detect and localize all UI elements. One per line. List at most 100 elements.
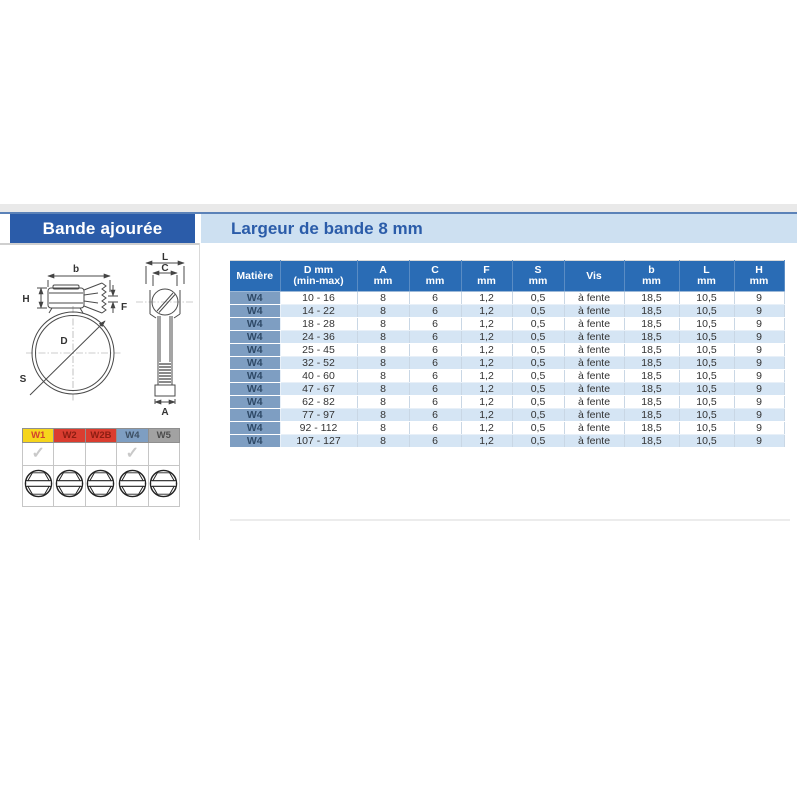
spec-cell: 0,5 xyxy=(512,343,565,357)
section-title: Bande ajourée xyxy=(42,218,163,238)
spec-cell: 9 xyxy=(734,408,785,422)
clamp-screw-wings xyxy=(83,282,107,314)
spec-cell: 10,5 xyxy=(679,382,735,396)
label-b: b xyxy=(73,264,79,275)
spec-cell: 6 xyxy=(409,291,462,305)
matiere-cell: W4 xyxy=(230,343,281,357)
spec-cell: 40 - 60 xyxy=(280,369,358,383)
matiere-cell: W4 xyxy=(230,317,281,331)
spec-cell: 0,5 xyxy=(512,356,565,370)
spec-cell: 1,2 xyxy=(461,356,513,370)
dim-D-S xyxy=(29,320,106,396)
spec-cell: 10,5 xyxy=(679,395,735,409)
dim-H xyxy=(37,287,47,309)
spec-cell: 10,5 xyxy=(679,343,735,357)
slotted-hex-screw-icon xyxy=(24,469,52,498)
material-header-w4: W4 xyxy=(116,428,149,443)
table-row: W4 47 - 67 8 6 1,2 0,5 à fente 18,5 10,5 9 xyxy=(230,382,785,396)
spec-cell: 10,5 xyxy=(679,408,735,422)
spec-cell: 92 - 112 xyxy=(280,421,358,435)
spec-cell: à fente xyxy=(564,408,625,422)
material-header-w2: W2 xyxy=(53,428,86,443)
spec-cell: à fente xyxy=(564,291,625,305)
spec-cell: 10,5 xyxy=(679,330,735,344)
spec-cell: 6 xyxy=(409,369,462,383)
material-screw-cell xyxy=(84,465,118,507)
material-legend-table: W1 W2 W2B W4 W5 ✓ ✓ xyxy=(21,428,181,507)
spec-cell: 1,2 xyxy=(461,382,513,396)
spec-cell: 0,5 xyxy=(512,421,565,435)
label-C: C xyxy=(161,263,168,274)
spec-cell: 10,5 xyxy=(679,291,735,305)
spec-cell: 18,5 xyxy=(624,304,680,318)
spec-cell: 107 - 127 xyxy=(280,434,358,448)
left-column-underline xyxy=(0,243,199,245)
spec-table-body: W4 10 - 16 8 6 1,2 0,5 à fente 18,5 10,5 9 W4 14 - … xyxy=(230,291,785,448)
spec-cell: 6 xyxy=(409,356,462,370)
spec-cell: 8 xyxy=(357,291,410,305)
matiere-cell: W4 xyxy=(230,291,281,305)
material-screw-row xyxy=(21,465,181,507)
material-header-w5: W5 xyxy=(147,428,181,443)
spec-cell: 0,5 xyxy=(512,317,565,331)
material-screw-cell xyxy=(53,465,86,507)
clamp-band-front xyxy=(31,311,115,395)
spec-cell: 1,2 xyxy=(461,317,513,331)
spec-cell: à fente xyxy=(564,395,625,409)
label-H: H xyxy=(22,294,29,305)
spec-cell: 9 xyxy=(734,343,785,357)
spec-cell: 8 xyxy=(357,304,410,318)
column-divider xyxy=(199,243,200,540)
table-row: W4 92 - 112 8 6 1,2 0,5 à fente 18,5 10,5 9 xyxy=(230,421,785,435)
spec-cell: 18,5 xyxy=(624,330,680,344)
spec-cell: à fente xyxy=(564,330,625,344)
spec-col-header: D mm (min-max) xyxy=(280,260,358,292)
spec-cell: 0,5 xyxy=(512,408,565,422)
label-S: S xyxy=(20,374,27,385)
check-icon: ✓ xyxy=(125,445,140,462)
label-F: F xyxy=(121,302,127,313)
spec-cell: 6 xyxy=(409,408,462,422)
spec-cell: 9 xyxy=(734,369,785,383)
spec-cell: à fente xyxy=(564,421,625,435)
spec-cell: 18,5 xyxy=(624,343,680,357)
material-header-w2b: W2B xyxy=(84,428,118,443)
spec-cell: 10,5 xyxy=(679,317,735,331)
spec-cell: 1,2 xyxy=(461,330,513,344)
spec-cell: 8 xyxy=(357,369,410,383)
matiere-cell: W4 xyxy=(230,304,281,318)
spec-cell: à fente xyxy=(564,434,625,448)
dim-L xyxy=(145,260,185,284)
spec-cell: 10,5 xyxy=(679,304,735,318)
spec-cell: 18,5 xyxy=(624,382,680,396)
matiere-cell: W4 xyxy=(230,382,281,396)
section-subtitle-bar: Largeur de bande 8 mm xyxy=(201,214,797,243)
table-row: W4 14 - 22 8 6 1,2 0,5 à fente 18,5 10,5 9 xyxy=(230,304,785,318)
spec-cell: à fente xyxy=(564,343,625,357)
spec-cell: 10,5 xyxy=(679,421,735,435)
table-row: W4 40 - 60 8 6 1,2 0,5 à fente 18,5 10,5 9 xyxy=(230,369,785,383)
spec-cell: 8 xyxy=(357,434,410,448)
spec-cell: 18,5 xyxy=(624,408,680,422)
clamp-housing xyxy=(47,284,85,314)
check-icon: ✓ xyxy=(31,445,45,462)
spec-cell: 8 xyxy=(357,382,410,396)
spec-cell: 9 xyxy=(734,395,785,409)
spec-cell: 6 xyxy=(409,434,462,448)
spec-cell: 1,2 xyxy=(461,304,513,318)
spec-cell: 14 - 22 xyxy=(280,304,358,318)
matiere-cell: W4 xyxy=(230,369,281,383)
spec-cell: 9 xyxy=(734,304,785,318)
spec-cell: 6 xyxy=(409,317,462,331)
spec-cell: 18,5 xyxy=(624,356,680,370)
spec-cell: 9 xyxy=(734,434,785,448)
material-check-cell xyxy=(147,442,181,466)
slotted-hex-screw-icon xyxy=(87,469,115,498)
spec-cell: 32 - 52 xyxy=(280,356,358,370)
spec-cell: 9 xyxy=(734,291,785,305)
